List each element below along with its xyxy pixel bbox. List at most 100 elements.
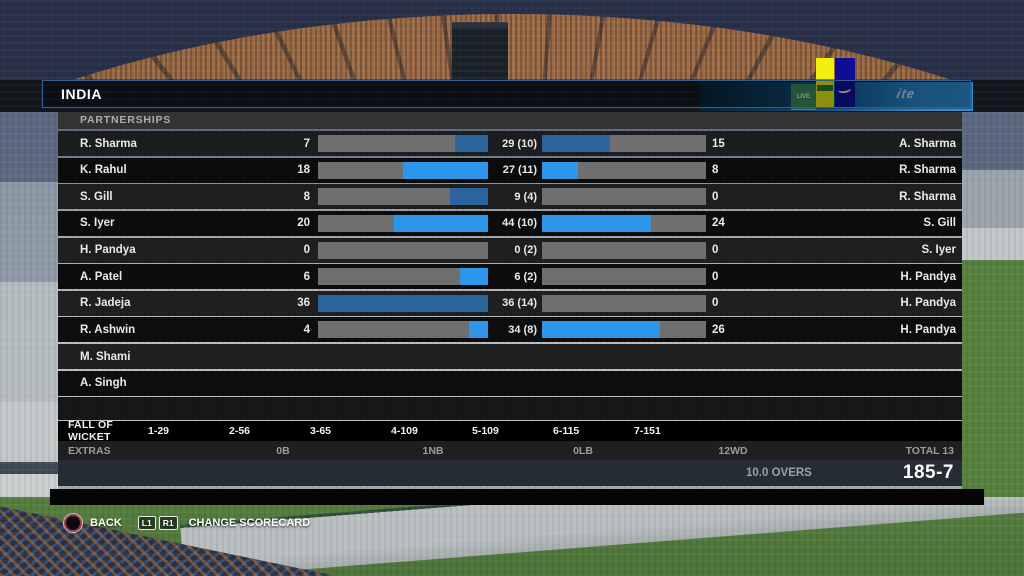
partnership-total: 6 (2) — [514, 270, 537, 283]
batter-runs-right: 0 — [712, 190, 719, 203]
partnership-row: K. Rahul 18 27 (11) 8 R. Sharma — [58, 157, 962, 183]
extras-total: TOTAL 13 — [905, 444, 954, 457]
batter-name-right: A. Sharma — [899, 137, 956, 150]
bar-fill-right — [542, 321, 661, 339]
right-stand — [962, 112, 1024, 502]
bar-fill-left — [318, 294, 488, 312]
batter-runs-right: 0 — [712, 297, 719, 310]
media-box — [452, 22, 508, 80]
batter-name-left: R. Ashwin — [80, 323, 136, 336]
batter-name-right: H. Pandya — [900, 297, 956, 310]
batter-name-right: H. Pandya — [900, 323, 956, 336]
fall-of-wicket-values: 1-29 2-56 3-65 4-109 5-109 6-115 7-151 — [148, 425, 715, 437]
partnership-bar-right — [542, 135, 706, 152]
extras-item: 12WD — [718, 444, 748, 457]
fow-value: 7-151 — [634, 425, 661, 438]
adboard-navy — [835, 58, 855, 108]
extras-label: EXTRAS — [68, 444, 111, 457]
fow-value: 5-109 — [472, 425, 499, 438]
bar-fill-left — [450, 188, 488, 206]
partnership-row: R. Ashwin 4 34 (8) 26 H. Pandya — [58, 317, 962, 343]
partnership-total: 27 (11) — [502, 164, 537, 177]
partnership-row: S. Iyer 20 44 (10) 24 S. Gill — [58, 210, 962, 236]
bar-fill-right — [542, 161, 579, 179]
r1-button-icon: R1 — [158, 515, 178, 531]
batter-runs-right: 26 — [712, 323, 725, 336]
fow-value: 6-115 — [553, 425, 580, 438]
batter-runs-left: 6 — [303, 270, 310, 283]
partnership-total: 0 (2) — [514, 244, 537, 257]
partnership-bar-left — [318, 241, 488, 259]
back-label: BACK — [90, 517, 122, 529]
partnerships-title: PARTNERSHIPS — [58, 112, 962, 129]
extras-item: 0B — [276, 444, 290, 457]
partnership-bar-left — [318, 135, 488, 152]
change-scorecard-button[interactable]: L1 R1 CHANGE SCORECARD — [137, 515, 311, 531]
partnership-bar-right — [542, 188, 706, 206]
batter-name-right: R. Sharma — [899, 190, 956, 203]
batter-name-left: S. Gill — [80, 190, 113, 203]
partnership-row: R. Jadeja 36 36 (14) 0 H. Pandya — [58, 290, 962, 316]
batter-name-right: R. Sharma — [899, 164, 956, 177]
batter-runs-left: 20 — [297, 217, 310, 230]
batter-name-right: S. Gill — [923, 217, 956, 230]
change-scorecard-label: CHANGE SCORECARD — [188, 517, 311, 529]
partnership-row: M. Shami — [58, 344, 962, 370]
partnership-bar-right — [542, 268, 706, 286]
extras-item: 0LB — [573, 444, 593, 457]
partnership-row: R. Sharma 7 29 (10) 15 A. Sharma — [58, 131, 962, 156]
partnerships-rows: R. Sharma 7 29 (10) 15 A. Sharma K. Rahu… — [58, 131, 962, 396]
fow-value: 4-109 — [391, 425, 418, 438]
overs-label: 10.0 OVERS — [746, 467, 812, 480]
batter-name-left: A. Patel — [80, 270, 123, 283]
batter-name-right: H. Pandya — [900, 270, 956, 283]
batter-name-left: R. Jadeja — [80, 297, 131, 310]
panel-spacer — [58, 397, 962, 421]
batter-runs-left: 4 — [303, 323, 310, 336]
batter-runs-left: 18 — [297, 164, 310, 177]
batter-runs-right: 0 — [712, 270, 719, 283]
fow-value: 2-56 — [229, 425, 251, 438]
partnership-total: 29 (10) — [502, 137, 537, 150]
fow-value: 1-29 — [148, 425, 170, 438]
partnership-total: 9 (4) — [514, 190, 537, 203]
partnership-bar-left — [318, 321, 488, 339]
adboard-yellow — [816, 58, 834, 108]
batter-runs-left: 7 — [303, 137, 310, 150]
circle-button-icon — [64, 514, 82, 532]
panel-footer-strip — [50, 489, 984, 505]
fall-of-wicket-label: FALL OF WICKET — [68, 419, 113, 444]
batter-name-left: R. Sharma — [80, 137, 137, 150]
bar-fill-right — [542, 135, 611, 152]
batter-runs-right: 24 — [712, 217, 725, 230]
bar-fill-left — [403, 161, 488, 179]
batter-name-right: S. Iyer — [921, 244, 956, 257]
back-button[interactable]: BACK — [64, 514, 122, 532]
partnership-bar-right — [542, 241, 706, 259]
extras-item: 1NB — [422, 444, 444, 457]
partnership-row: H. Pandya 0 0 (2) 0 S. Iyer — [58, 237, 962, 263]
partnership-bar-right — [542, 161, 706, 179]
partnership-total: 34 (8) — [508, 323, 537, 336]
led-adboard-live: LIVE — [791, 84, 816, 110]
partnership-row: A. Patel 6 6 (2) 0 H. Pandya — [58, 264, 962, 290]
team-header: INDIA — [42, 80, 971, 108]
batter-runs-left: 36 — [297, 297, 310, 310]
batter-runs-right: 0 — [712, 244, 719, 257]
batter-name-left: S. Iyer — [80, 217, 115, 230]
batter-runs-right: 8 — [712, 164, 719, 177]
left-stand — [0, 112, 58, 502]
partnership-bar-left — [318, 161, 488, 179]
partnership-total: 44 (10) — [502, 217, 537, 230]
partnership-bar-left — [318, 188, 488, 206]
partnership-total: 36 (14) — [502, 297, 537, 310]
partnership-row: S. Gill 8 9 (4) 0 R. Sharma — [58, 184, 962, 210]
partnership-bar-right — [542, 214, 706, 232]
extras-row: EXTRAS 0B 1NB 0LB 12WD TOTAL 13 — [58, 441, 962, 461]
partnership-bar-left — [318, 214, 488, 232]
fall-of-wicket-row: FALL OF WICKET 1-29 2-56 3-65 4-109 5-109 6-1… — [58, 419, 962, 444]
bar-fill-left — [454, 135, 488, 152]
batter-runs-right: 15 — [712, 137, 725, 150]
l1-button-icon: L1 — [137, 515, 156, 531]
total-row: 10.0 OVERS 185-7 — [58, 460, 962, 487]
